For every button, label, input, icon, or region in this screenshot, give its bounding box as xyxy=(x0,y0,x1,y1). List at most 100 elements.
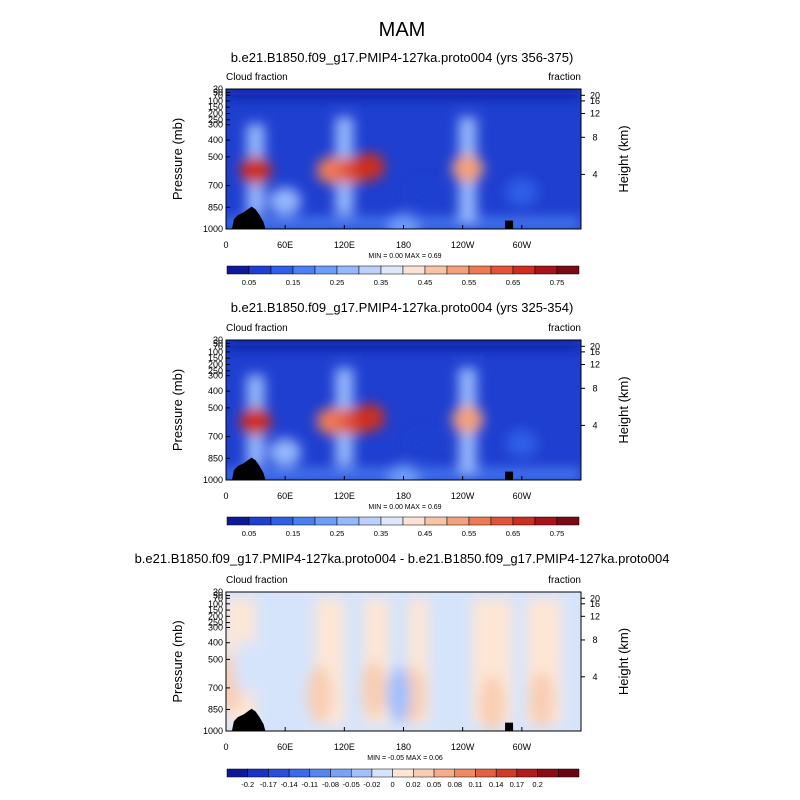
field-feature xyxy=(387,212,420,229)
colorbar-swatch xyxy=(495,768,518,778)
x-tick-label: 180 xyxy=(396,491,411,501)
x-tick-label: 0 xyxy=(223,491,228,501)
colorbar-label: -0.14 xyxy=(281,780,298,789)
colorbar-swatch xyxy=(537,768,559,778)
colorbar: 0.05 0.15 0.25 0.35 0.45 0.55 0.65 0.75 xyxy=(226,265,580,287)
y-tick-label: 70 xyxy=(213,341,223,351)
colorbar-label: 0.55 xyxy=(462,529,477,538)
colorbar-label: 0.35 xyxy=(374,278,389,287)
colorbar-swatch xyxy=(424,516,448,526)
colorbar-label: 0.75 xyxy=(550,529,565,538)
y-tick-label: 50 xyxy=(213,339,223,349)
colorbar-swatch xyxy=(270,265,294,275)
x-tick-label: 60E xyxy=(277,491,293,501)
x-tick-label: 180 xyxy=(396,742,411,752)
colorbar-swatch xyxy=(413,768,435,778)
field-feature xyxy=(352,403,385,432)
units-label: fraction xyxy=(548,323,581,334)
y-tick-label: 30 xyxy=(213,587,223,597)
colorbar-label: 0.17 xyxy=(510,780,525,789)
colorbar-label: 0.25 xyxy=(330,278,345,287)
y-tick-label: 300 xyxy=(208,120,223,130)
y2-tick-label: 16 xyxy=(590,347,600,357)
colorbar-swatch xyxy=(490,516,514,526)
min-max-stats: MIN = -0.05 MAX = 0.06 xyxy=(367,755,443,762)
colorbar-swatch xyxy=(402,516,426,526)
y-tick-label: 850 xyxy=(208,202,223,212)
panel-title: b.e21.B1850.f09_g17.PMIP4-127ka.proto004… xyxy=(135,551,670,566)
colorbar-swatch xyxy=(270,516,294,526)
y2-tick-label: 20 xyxy=(590,90,600,100)
y-tick-label: 1000 xyxy=(203,726,223,736)
min-max-stats: MIN = 0.00 MAX = 0.69 xyxy=(368,253,441,260)
colorbar-swatch xyxy=(314,265,338,275)
field-feature xyxy=(407,178,440,207)
colorbar-swatch xyxy=(534,265,558,275)
colorbar-swatch xyxy=(454,768,476,778)
panel-3: b.e21.B1850.f09_g17.PMIP4-127ka.proto004… xyxy=(135,551,670,789)
colorbar-swatch xyxy=(226,516,250,526)
x-tick-label: 120E xyxy=(334,742,355,752)
colorbar-swatch xyxy=(288,768,311,778)
y2-tick-label: 20 xyxy=(590,341,600,351)
variable-label: Cloud fraction xyxy=(226,72,288,83)
colorbar: -0.2 -0.17 -0.14 -0.11 -0.08 -0.05 -0.02 0 0.02 0… xyxy=(226,768,580,789)
strat-band xyxy=(226,340,581,349)
x-tick-label: 60E xyxy=(277,742,293,752)
y2-tick-label: 12 xyxy=(590,109,600,119)
colorbar-swatch xyxy=(226,265,250,275)
y-tick-label: 700 xyxy=(208,432,223,442)
y-tick-label: 700 xyxy=(208,683,223,693)
y-tick-label: 70 xyxy=(213,593,223,603)
y-tick-label: 400 xyxy=(208,638,223,648)
units-label: fraction xyxy=(548,575,581,586)
x-tick-label: 60W xyxy=(513,742,532,752)
y-tick-label: 100 xyxy=(208,599,223,609)
topography xyxy=(505,220,514,229)
y-tick-label: 400 xyxy=(208,135,223,145)
x-tick-label: 60W xyxy=(513,240,532,250)
y2-tick-label: 8 xyxy=(592,635,597,645)
y-tick-label: 150 xyxy=(208,353,223,363)
y2-tick-label: 4 xyxy=(592,672,597,682)
colorbar-swatch xyxy=(446,516,470,526)
variable-label: Cloud fraction xyxy=(226,575,288,586)
y-tick-label: 70 xyxy=(213,90,223,100)
colorbar-label: 0.08 xyxy=(447,780,462,789)
topography xyxy=(505,471,514,480)
y-tick-label: 30 xyxy=(213,335,223,345)
contour-field xyxy=(226,89,581,229)
y-axis-title: Pressure (mb) xyxy=(170,369,185,451)
colorbar-label: 0.35 xyxy=(374,529,389,538)
colorbar: 0.05 0.15 0.25 0.35 0.45 0.55 0.65 0.75 xyxy=(226,516,580,538)
y-tick-label: 200 xyxy=(208,360,223,370)
colorbar-label: -0.02 xyxy=(363,780,380,789)
field-feature xyxy=(352,152,385,181)
x-tick-label: 0 xyxy=(223,240,228,250)
x-tick-label: 120W xyxy=(451,240,475,250)
colorbar-label: -0.11 xyxy=(302,780,319,789)
page-title: MAM xyxy=(379,19,426,41)
y-tick-label: 250 xyxy=(208,115,223,125)
y2-tick-label: 16 xyxy=(590,96,600,106)
y-tick-label: 1000 xyxy=(203,224,223,234)
y-tick-label: 100 xyxy=(208,96,223,106)
colorbar-swatch xyxy=(292,516,316,526)
colorbar-label: -0.2 xyxy=(241,780,254,789)
field-feature xyxy=(407,429,440,458)
field-feature xyxy=(451,405,484,434)
y-tick-label: 50 xyxy=(213,590,223,600)
y-tick-label: 850 xyxy=(208,704,223,714)
colorbar-swatch xyxy=(468,265,492,275)
topography xyxy=(231,457,266,480)
colorbar-swatch xyxy=(248,265,272,275)
field-feature xyxy=(386,666,411,723)
colorbar-swatch xyxy=(556,265,580,275)
colorbar-label: 0.45 xyxy=(418,278,433,287)
y2-tick-label: 12 xyxy=(590,611,600,621)
field-feature xyxy=(505,178,538,207)
colorbar-label: -0.08 xyxy=(322,780,339,789)
panel-1: b.e21.B1850.f09_g17.PMIP4-127ka.proto004… xyxy=(170,50,631,287)
colorbar-swatch xyxy=(358,516,382,526)
colorbar-label: 0.25 xyxy=(330,529,345,538)
